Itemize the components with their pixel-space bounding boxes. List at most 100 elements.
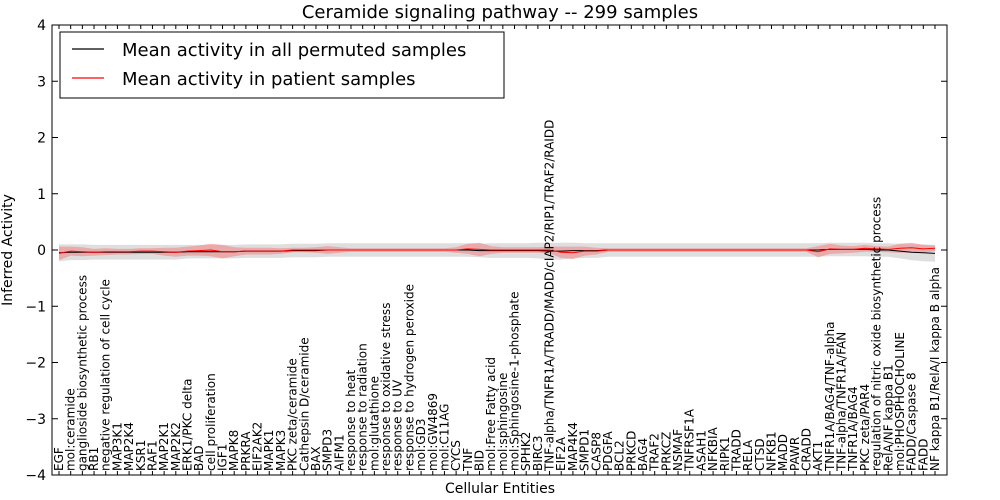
- x-tick-label: mol:PHOSPHOCHOLINE: [893, 332, 907, 471]
- x-tick-label: BIRC3: [531, 435, 545, 471]
- x-tick-label: response to UV: [391, 379, 405, 471]
- x-tick-label: EIF2A: [554, 436, 568, 471]
- x-tick-label: CASP8: [589, 432, 603, 471]
- x-tick-label: TRADD: [729, 429, 743, 472]
- x-tick-label: MAP4K4: [566, 422, 580, 471]
- x-tick-label: PKC zeta/ceramide: [286, 358, 300, 471]
- x-tick-label: MAP3K1: [110, 422, 124, 471]
- x-tick-label: BCL2: [613, 440, 627, 471]
- x-tick-label: PRKCD: [624, 431, 638, 471]
- x-tick-label: MAP2K1: [157, 422, 171, 471]
- x-tick-label: Cathepsin D/ceramide: [297, 337, 311, 471]
- x-tick-label: regulation of nitric oxide biosynthetic …: [870, 197, 884, 471]
- x-tick-label: TNF-alpha/TNFR1A/TRADD/MADD/cIAP2/RIP1/T…: [543, 120, 557, 472]
- x-tick-label: NSMAF: [671, 429, 685, 471]
- x-tick-label: response to radiation: [356, 343, 370, 471]
- legend-label-patient: Mean activity in patient samples: [122, 69, 416, 90]
- x-tick-label: RB1: [87, 447, 101, 471]
- x-tick-label: mol:GD3: [414, 418, 428, 471]
- x-tick-label: PRKCZ: [659, 432, 673, 471]
- x-tick-label: mol:sphingosine: [496, 373, 510, 471]
- x-tick-label: EIF2AK2: [251, 422, 265, 471]
- y-tick-label: −1: [25, 299, 46, 315]
- x-tick-label: mol:Sphingosine-1-phosphate: [508, 291, 522, 471]
- x-tick-label: BAG4: [636, 438, 650, 471]
- x-tick-label: KSR1: [134, 440, 148, 471]
- y-tick-label: 3: [37, 74, 46, 90]
- x-tick-label: mol:Free Fatty acid: [484, 357, 498, 471]
- x-tick-label: TNFR1A/BAG4: [846, 386, 860, 472]
- x-tick-label: response to oxidative stress: [379, 303, 393, 471]
- x-tick-label: MADD: [776, 434, 790, 471]
- y-axis: −4 −3 −2 −1 0 1 2 3 4: [25, 18, 947, 484]
- x-tick-label: BAX: [309, 446, 323, 471]
- x-axis: [58, 25, 936, 475]
- x-tick-label: mol:glutathione: [367, 376, 381, 471]
- x-tick-label: MAPK8: [227, 430, 241, 471]
- x-tick-label: CRADD: [800, 428, 814, 471]
- x-tick-label: response to hydrogen peroxide: [402, 284, 416, 471]
- x-tick-label: PKC zeta/PAR4: [858, 384, 872, 471]
- x-tick-label: PRKRA: [239, 431, 253, 471]
- x-tick-label: MAPK1: [262, 430, 276, 471]
- x-tick-label: AIFM1: [332, 434, 346, 471]
- y-tick-label: −2: [25, 356, 46, 372]
- x-tick-label: TNF: [461, 448, 475, 472]
- x-tick-label: ERK1/PKC delta: [181, 379, 195, 472]
- patient-mean-line: [58, 247, 936, 254]
- x-tick-label: response to heat: [344, 369, 358, 471]
- x-tick-label: TNFRSF1A: [683, 408, 697, 472]
- x-tick-label: mol:ceramide: [64, 388, 78, 471]
- x-tick-label: PAWR: [788, 437, 802, 471]
- x-tick-label: FADD: [916, 438, 930, 471]
- x-tick-label: SPHK2: [519, 432, 533, 471]
- x-tick-label: RIPK1: [718, 436, 732, 471]
- x-tick-label: AKT1: [811, 441, 825, 471]
- x-tick-label: ganglioside biosynthetic process: [75, 275, 89, 471]
- legend-box: [59, 31, 505, 99]
- x-tick-label: NFKB1: [765, 431, 779, 471]
- x-tick-label: MAP2K4: [122, 422, 136, 471]
- x-tick-label: MAPK3: [274, 430, 288, 471]
- y-tick-label: −3: [25, 412, 46, 428]
- x-tick-label: TNF-alpha/TNFR1A/FAN: [835, 332, 849, 472]
- y-tick-label: 0: [37, 243, 46, 259]
- x-tick-label: TRAF2: [648, 433, 662, 472]
- x-tick-label: NF kappa B1/RelA/I kappa B alpha: [928, 267, 942, 471]
- legend-label-permuted: Mean activity in all permuted samples: [122, 40, 466, 61]
- legend: Mean activity in all permuted samples Me…: [59, 31, 505, 99]
- x-tick-label: RELA: [741, 439, 755, 471]
- x-tick-label: IGF1: [216, 444, 230, 471]
- x-tick-label: BID: [473, 450, 487, 471]
- x-tick-label: negative regulation of cell cycle: [99, 279, 113, 471]
- x-tick-label: ASAH1: [694, 430, 708, 471]
- x-tick-label: SMPD1: [578, 429, 592, 471]
- y-axis-label: Inferred Activity: [0, 194, 16, 306]
- y-tick-label: 4: [37, 18, 46, 34]
- x-tick-label: CYCS: [449, 440, 463, 471]
- patient-band: [59, 242, 935, 261]
- x-tick-label: cell proliferation: [204, 373, 218, 471]
- x-tick-label: BAD: [192, 445, 206, 471]
- x-tick-label: SMPD3: [321, 429, 335, 471]
- x-axis-label: Cellular Entities: [445, 481, 555, 497]
- confidence-bands: [59, 242, 935, 262]
- y-tick-label: 1: [37, 187, 46, 203]
- x-tick-label: PDGFA: [601, 430, 615, 471]
- y-tick-label: 2: [37, 131, 46, 147]
- x-tick-label: MAP2K2: [169, 422, 183, 471]
- x-tick-label: RelA/NF kappa B1: [881, 364, 895, 471]
- y-tick-label: −4: [25, 468, 46, 484]
- x-tick-label: CTSD: [753, 438, 767, 471]
- chart-title: Ceramide signaling pathway -- 299 sample…: [302, 2, 698, 23]
- x-tick-label: RAF1: [145, 440, 159, 471]
- series-lines: [58, 247, 936, 254]
- x-tick-label: mol:C11AG: [437, 404, 451, 471]
- x-tick-label: TNFR1A/BAG4/TNF-alpha: [823, 322, 837, 472]
- x-tick-label: FADD/Caspase 8: [905, 372, 919, 471]
- x-tick-label: EGF: [52, 447, 66, 471]
- x-tick-label: NFKBIA: [706, 427, 720, 472]
- x-tick-label: mol:GW4869: [426, 393, 440, 471]
